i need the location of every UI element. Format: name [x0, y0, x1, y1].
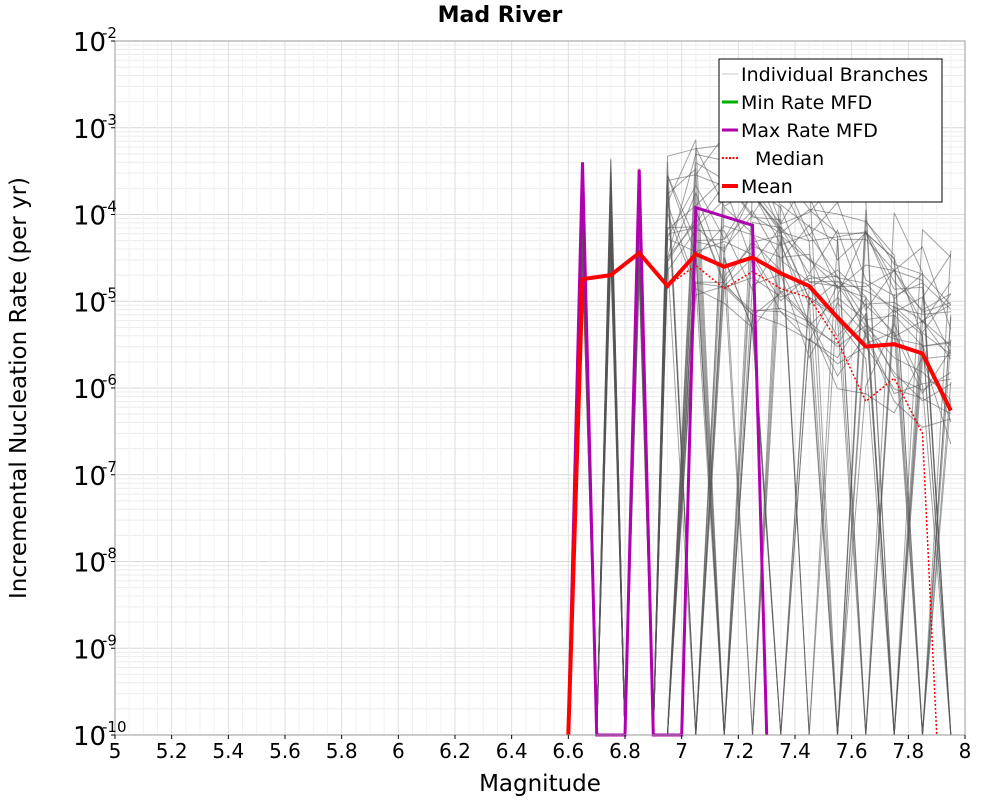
branch-line: [567, 185, 952, 736]
y-tick-label: 10: [73, 462, 106, 492]
chart-title: Mad River: [438, 3, 563, 28]
y-tick-label: 10: [73, 288, 106, 318]
y-tick-label: 10: [73, 635, 106, 665]
series-layer: [566, 162, 953, 737]
legend-label: Min Rate MFD: [741, 92, 872, 114]
x-tick-label: 5.8: [326, 739, 358, 763]
y-tick-exponent: -3: [102, 111, 117, 129]
x-axis-label: Magnitude: [479, 771, 601, 797]
series-mean: [566, 250, 953, 736]
x-axis-ticks: 5 5.2 5.4 5.6 5.8 6 6.2 6.4 6.6 6.8 7 7.2 7.4 7.6 7.8 8: [109, 735, 972, 763]
legend-label: Mean: [741, 176, 793, 198]
y-tick-label: 10: [73, 202, 106, 232]
x-tick-label: 7.4: [779, 739, 811, 763]
x-tick-label: 6.4: [496, 739, 528, 763]
y-tick-label: 10: [73, 115, 106, 145]
y-axis-ticks: 10-210-310-410-510-610-710-810-910-10: [73, 24, 127, 752]
x-tick-label: 7.6: [836, 739, 868, 763]
series-max-rate-mfd: [566, 162, 769, 737]
y-tick-exponent: -7: [102, 458, 117, 476]
y-tick-label: 10: [73, 722, 106, 752]
x-tick-label: 8: [959, 739, 972, 763]
x-tick-label: 6.6: [552, 739, 584, 763]
y-tick-exponent: -9: [102, 631, 117, 649]
x-tick-label: 7: [675, 739, 688, 763]
legend-label: Median: [755, 148, 824, 170]
y-tick-exponent: -4: [102, 198, 117, 216]
branch-line: [567, 184, 952, 736]
legend: Individual Branches Min Rate MFD Max Rate …: [718, 58, 943, 203]
x-tick-label: 6.8: [609, 739, 641, 763]
y-tick-label: 10: [73, 28, 106, 58]
x-tick-label: 5.2: [156, 739, 188, 763]
y-tick-label: 10: [73, 549, 106, 579]
x-tick-label: 5: [109, 739, 122, 763]
x-tick-label: 7.8: [892, 739, 924, 763]
x-tick-label: 6: [392, 739, 405, 763]
branch-line: [568, 224, 951, 736]
y-tick-exponent: -6: [102, 371, 117, 389]
individual-branches: [567, 134, 952, 736]
x-tick-label: 5.4: [212, 739, 244, 763]
y-tick-exponent: -5: [102, 284, 117, 302]
y-tick-exponent: -8: [102, 545, 117, 563]
y-tick-exponent: -2: [102, 24, 117, 42]
legend-label: Max Rate MFD: [741, 120, 878, 142]
x-tick-label: 6.2: [439, 739, 471, 763]
x-tick-label: 7.2: [722, 739, 754, 763]
legend-box: [718, 58, 943, 203]
y-tick-exponent: -10: [102, 718, 127, 736]
y-axis-label: Incremental Nucleation Rate (per yr): [6, 177, 32, 599]
x-tick-label: 5.6: [269, 739, 301, 763]
y-tick-label: 10: [73, 375, 106, 405]
legend-label: Individual Branches: [741, 64, 928, 86]
